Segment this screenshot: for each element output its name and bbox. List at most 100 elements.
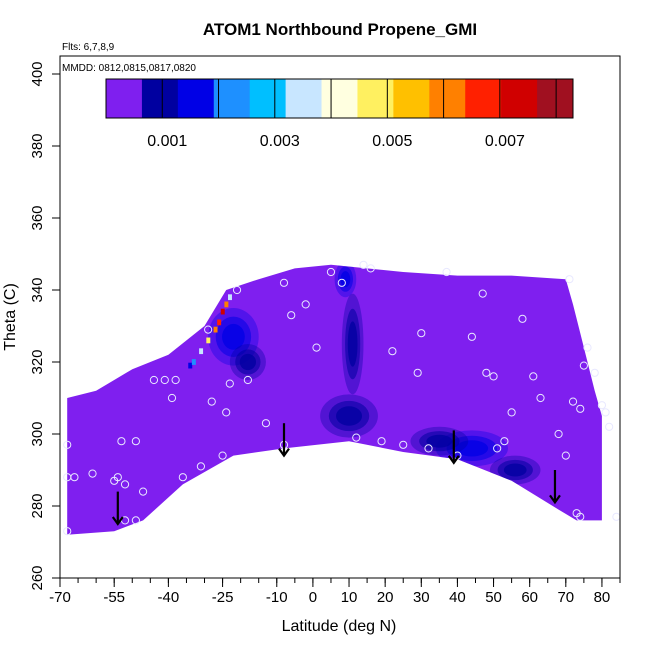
heatmap-feature-5-layer-3	[336, 406, 363, 426]
sample-point-68	[493, 444, 502, 453]
sample-point-38	[442, 267, 451, 277]
sample-point-33	[377, 437, 386, 446]
colorbar-swatch-3	[177, 79, 215, 118]
descent-arrow-head	[278, 447, 290, 458]
sample-point-58	[601, 408, 610, 417]
heatmap-feature-6-layer-3	[455, 440, 489, 457]
x-tick-label: -70	[49, 589, 71, 606]
colorbar-swatch-6	[285, 79, 323, 118]
colorbar-frame	[105, 78, 574, 119]
descent-arrow-3	[447, 430, 460, 465]
x-tick-label: 40	[449, 589, 466, 606]
sample-point-12	[149, 375, 159, 385]
colorbar-swatch-4	[213, 79, 251, 118]
sample-point-36	[413, 368, 422, 377]
colorbar-swatch-10	[429, 79, 466, 118]
x-tick-label: 20	[377, 589, 394, 606]
sample-point-50	[561, 451, 570, 460]
heatmap-hot-cell-8	[224, 301, 229, 308]
sample-point-10	[131, 516, 140, 525]
sample-point-3	[63, 527, 72, 536]
sample-point-13	[160, 375, 169, 385]
sample-point-41	[478, 289, 487, 298]
heatmap-hot-cell-3	[199, 348, 204, 355]
x-tick-label: 10	[341, 589, 358, 606]
sample-points	[63, 260, 620, 536]
colorbar-swatch-2	[141, 79, 179, 118]
y-tick-label: 300	[29, 421, 46, 446]
sample-point-29	[337, 278, 346, 287]
descent-arrow-head	[111, 516, 124, 526]
y-tick-label: 380	[29, 133, 46, 158]
sample-point-20	[225, 379, 234, 388]
x-tick-label: 30	[413, 589, 430, 606]
sample-point-14	[167, 393, 177, 403]
sample-point-59	[605, 422, 614, 431]
sample-point-65	[222, 408, 231, 417]
heatmap-hot-cell-1	[188, 362, 193, 369]
sample-point-63	[113, 473, 122, 482]
sample-point-51	[565, 275, 574, 284]
sample-point-7	[120, 480, 130, 489]
colorbar: 0.001 0.003 0.005 0.007	[105, 78, 574, 150]
sample-point-35	[399, 440, 408, 449]
colorbar-swatch-5	[249, 79, 287, 118]
heatmap-hot-cell-2	[191, 359, 196, 365]
heatmap-feature-1-layer-3	[222, 323, 245, 350]
colorbar-tick-label: 0.001	[147, 133, 187, 150]
y-tick-label: 260	[29, 565, 46, 590]
colorbar-tick-label: 0.005	[372, 133, 412, 150]
sample-point-9	[131, 437, 140, 446]
sample-point-32	[366, 264, 375, 273]
x-tick-label: -40	[158, 589, 180, 606]
sample-point-17	[196, 462, 206, 471]
sample-point-49	[554, 429, 563, 439]
heatmap-hot-cell-4	[206, 337, 211, 344]
x-tick-label: -55	[103, 589, 125, 606]
sample-point-27	[312, 343, 321, 352]
descent-arrow-head	[549, 494, 561, 505]
sample-point-24	[279, 278, 289, 287]
sample-point-66	[417, 329, 426, 338]
x-tick-label: 80	[594, 589, 611, 606]
sample-point-40	[467, 332, 476, 341]
sample-point-46	[518, 314, 527, 323]
sample-point-28	[326, 267, 336, 277]
heatmap-hot-cell-5	[213, 326, 218, 333]
sample-point-52	[568, 397, 578, 406]
x-tick-label: -25	[212, 589, 234, 606]
colorbar-tick-label: 0.007	[485, 133, 525, 150]
colorbar-swatch-13	[537, 79, 574, 118]
sample-point-21	[232, 285, 242, 295]
sample-point-25	[287, 311, 296, 320]
heatmap-hot-band	[188, 294, 232, 369]
sample-point-53	[576, 404, 585, 413]
y-tick-label: 320	[29, 349, 46, 374]
sample-point-48	[536, 393, 545, 403]
sample-point-56	[590, 368, 599, 377]
heatmap-hot-cell-7	[220, 308, 225, 315]
sample-point-44	[500, 437, 509, 446]
y-tick-label: 400	[29, 61, 46, 86]
x-tick-label: 50	[485, 589, 502, 606]
sample-point-60	[612, 512, 620, 521]
heatmap-feature-4-layer-3	[347, 321, 358, 367]
colorbar-swatch-7	[321, 79, 358, 118]
sample-point-37	[424, 444, 433, 453]
sample-point-45	[507, 408, 516, 417]
sample-point-64	[70, 473, 79, 482]
sample-point-57	[597, 401, 607, 410]
colorbar-swatch-1	[106, 79, 143, 118]
sample-point-69	[204, 325, 213, 334]
sample-point-6	[117, 437, 126, 446]
sample-point-30	[352, 433, 361, 442]
plot-frame	[59, 55, 621, 579]
sample-point-15	[171, 375, 180, 385]
descent-arrows	[111, 423, 561, 526]
y-tick-label: 360	[29, 205, 46, 230]
heatmap-domain	[67, 264, 602, 535]
sample-point-4	[88, 469, 97, 478]
sample-point-16	[178, 473, 187, 482]
colorbar-swatch-12	[501, 79, 538, 118]
